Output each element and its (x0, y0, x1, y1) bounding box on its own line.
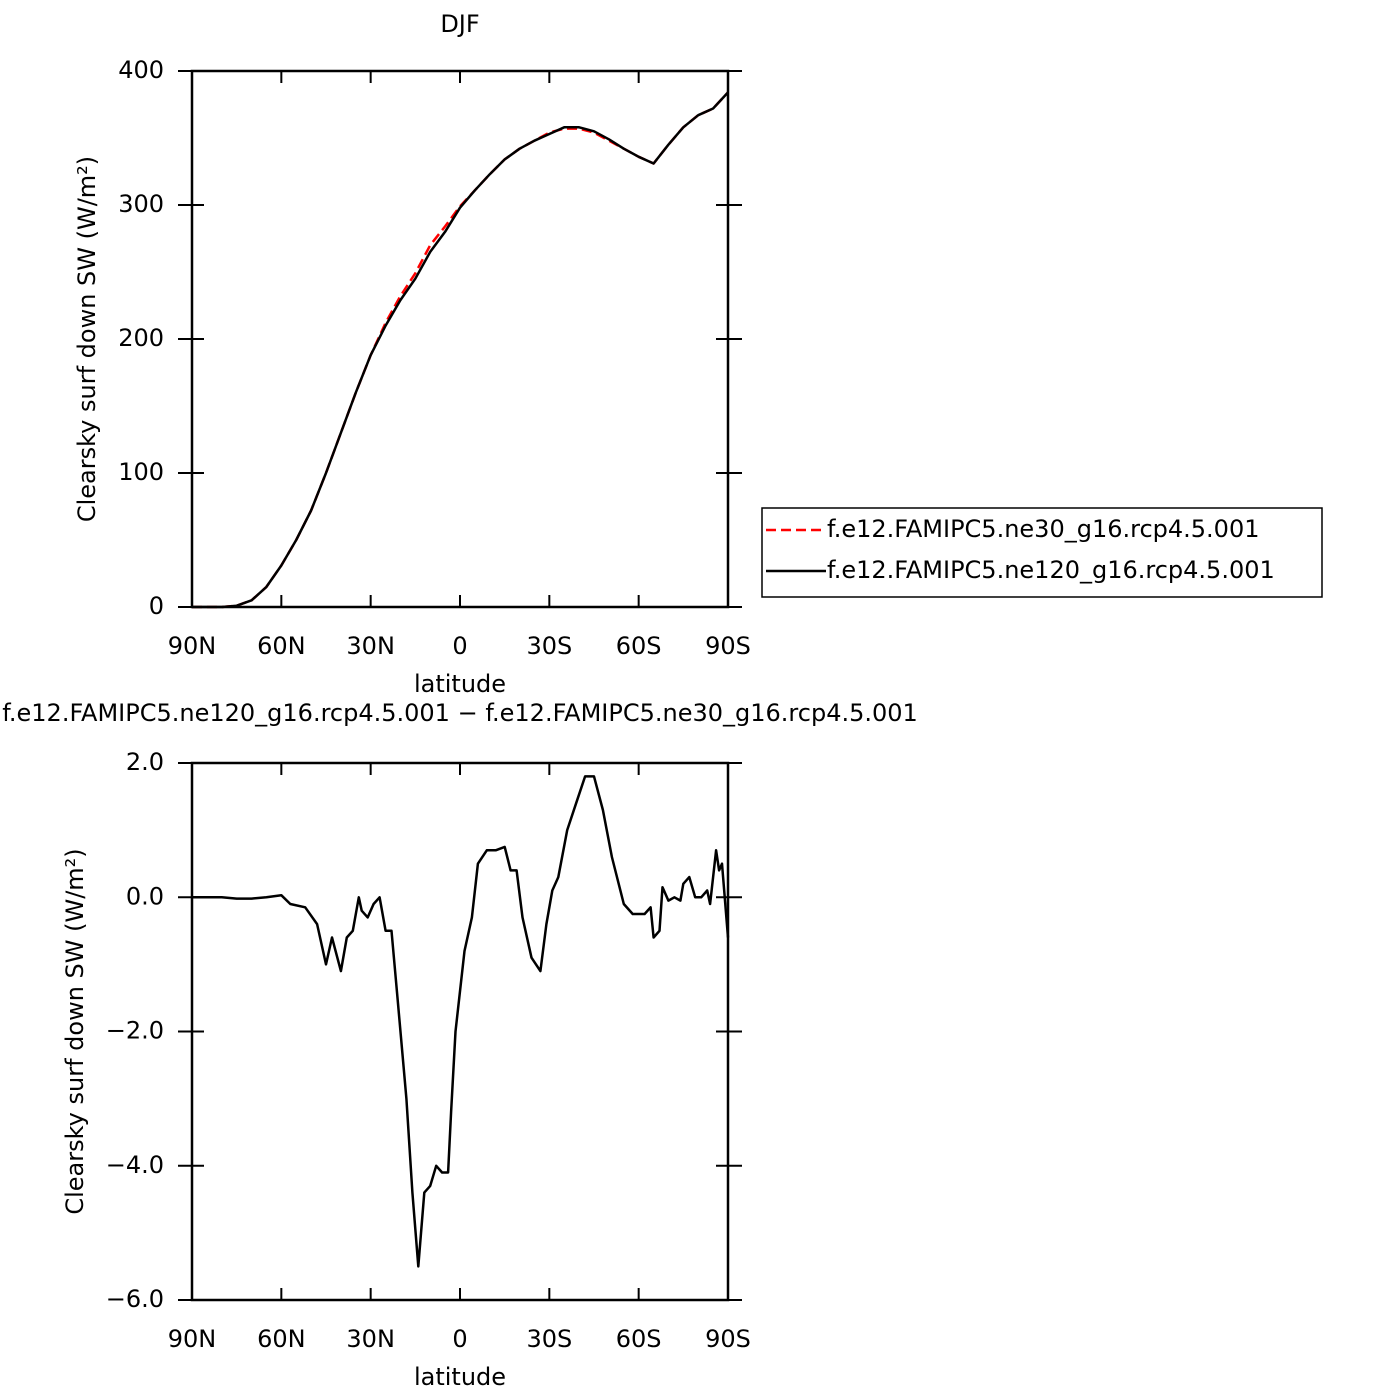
x-axis-label: latitude (414, 1363, 506, 1391)
chart-title: DJF (440, 10, 479, 38)
y-tick-label: 2.0 (126, 748, 164, 776)
legend-label: f.e12.FAMIPC5.ne30_g16.rcp4.5.001 (827, 515, 1260, 543)
x-tick-label: 30S (526, 1325, 572, 1353)
y-tick-label: 100 (118, 458, 164, 486)
x-tick-label: 60S (616, 632, 662, 660)
x-axis-label: latitude (414, 670, 506, 698)
x-tick-label: 60S (616, 1325, 662, 1353)
x-tick-label: 30S (526, 632, 572, 660)
x-tick-label: 60N (257, 1325, 306, 1353)
y-tick-label: −4.0 (106, 1151, 164, 1179)
legend-box (761, 507, 1323, 598)
x-tick-label: 60N (257, 632, 306, 660)
plot-frame (190, 761, 730, 1302)
y-tick-label: 200 (118, 324, 164, 352)
plot-frame (190, 69, 730, 609)
x-tick-label: 0 (452, 1325, 467, 1353)
y-axis-label: Clearsky surf down SW (W/m²) (61, 848, 89, 1214)
x-tick-label: 90S (705, 1325, 751, 1353)
y-tick-label: 0.0 (126, 882, 164, 910)
y-tick-label: 0 (149, 592, 164, 620)
x-tick-label: 90S (705, 632, 751, 660)
data-line (192, 91, 729, 609)
x-tick-label: 90N (168, 1325, 217, 1353)
x-tick-label: 90N (168, 632, 217, 660)
data-line (192, 775, 730, 1268)
y-tick-label: −2.0 (106, 1017, 164, 1045)
y-tick-label: −6.0 (106, 1285, 164, 1313)
x-tick-label: 30N (346, 1325, 395, 1353)
y-tick-label: 400 (118, 56, 164, 84)
y-axis-label: Clearsky surf down SW (W/m²) (73, 156, 101, 522)
x-tick-label: 30N (346, 632, 395, 660)
y-tick-label: 300 (118, 190, 164, 218)
legend-label: f.e12.FAMIPC5.ne120_g16.rcp4.5.001 (827, 556, 1275, 584)
x-tick-label: 0 (452, 632, 467, 660)
chart-title: f.e12.FAMIPC5.ne120_g16.rcp4.5.001 − f.e… (2, 699, 918, 727)
data-line (192, 91, 729, 609)
